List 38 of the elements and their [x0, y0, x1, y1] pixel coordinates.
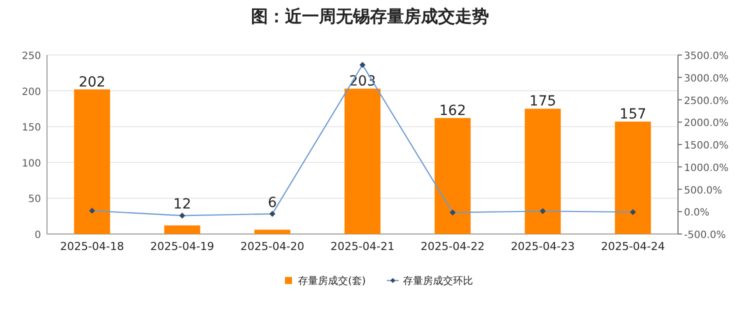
- y2-tick-label: 1000.0%: [684, 162, 728, 174]
- y2-tick-label: 2000.0%: [684, 118, 728, 130]
- data-label: 202: [78, 74, 106, 90]
- x-tick-label: 2025-04-22: [420, 240, 485, 253]
- bar: [254, 230, 290, 234]
- x-tick-label: 2025-04-23: [510, 240, 575, 253]
- y2-tick-label: -500.0%: [684, 230, 726, 241]
- x-tick-label: 2025-04-20: [240, 240, 304, 253]
- y-tick-label: 0: [34, 230, 41, 241]
- y2-tick-label: 0.0%: [684, 208, 710, 219]
- y-tick-label: 200: [22, 86, 41, 98]
- legend-label: 存量房成交(套): [298, 275, 366, 287]
- x-tick-label: 2025-04-19: [150, 240, 214, 253]
- x-tick-label: 2025-04-21: [330, 240, 394, 253]
- data-label: 162: [439, 103, 466, 120]
- y2-tick-label: 3000.0%: [684, 73, 728, 84]
- chart-title: 图：近一周无锡存量房成交走势: [251, 7, 489, 27]
- x-tick-label: 2025-04-24: [600, 240, 665, 253]
- bar: [434, 118, 471, 234]
- bar: [344, 88, 380, 234]
- y2-tick-label: 2500.0%: [684, 96, 728, 107]
- bar: [74, 89, 110, 234]
- y-tick-label: 50: [28, 194, 41, 206]
- y-tick-label: 150: [22, 122, 41, 134]
- data-label: 6: [268, 194, 277, 211]
- bar: [164, 225, 200, 234]
- data-label: 175: [529, 94, 556, 110]
- y2-tick-label: 500.0%: [684, 185, 722, 196]
- x-tick-label: 2025-04-18: [60, 240, 124, 253]
- bar: [614, 122, 651, 234]
- y-tick-label: 100: [22, 158, 41, 170]
- y2-tick-label: 1500.0%: [684, 140, 728, 152]
- bar: [524, 108, 561, 234]
- y2-tick-label: 3500.0%: [684, 51, 728, 62]
- legend-label: 存量房成交环比: [402, 275, 473, 287]
- data-label: 157: [620, 106, 646, 123]
- y-tick-label: 250: [22, 51, 41, 62]
- data-label: 12: [173, 196, 192, 213]
